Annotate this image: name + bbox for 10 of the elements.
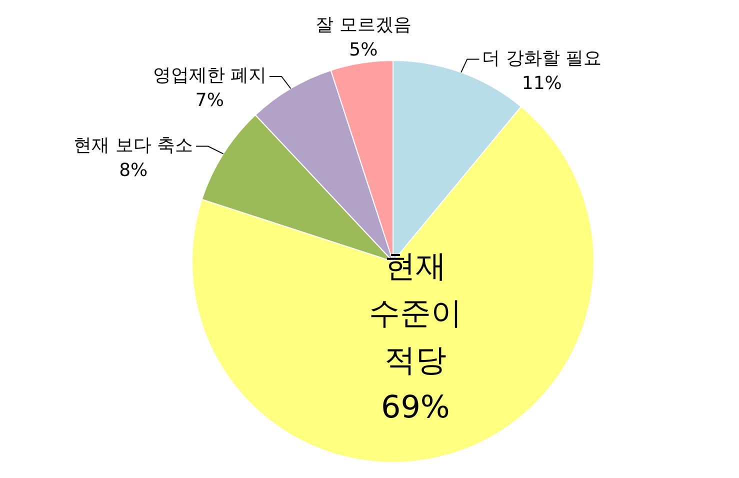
slice-label: 영업제한 폐지 — [152, 65, 267, 86]
slice-label: 현재 수준이 적당 — [368, 248, 462, 378]
data-label: 11% — [522, 72, 562, 94]
slice-label: 잘 모르겠음 — [316, 14, 412, 36]
slice-label: 더 강화할 필요 — [482, 48, 602, 69]
data-label: 69% — [380, 389, 450, 426]
data-label: 7% — [195, 90, 224, 112]
slice-label: 현재 보다 축소 — [74, 134, 194, 156]
data-label: 8% — [119, 160, 148, 181]
data-label: 5% — [349, 40, 378, 61]
